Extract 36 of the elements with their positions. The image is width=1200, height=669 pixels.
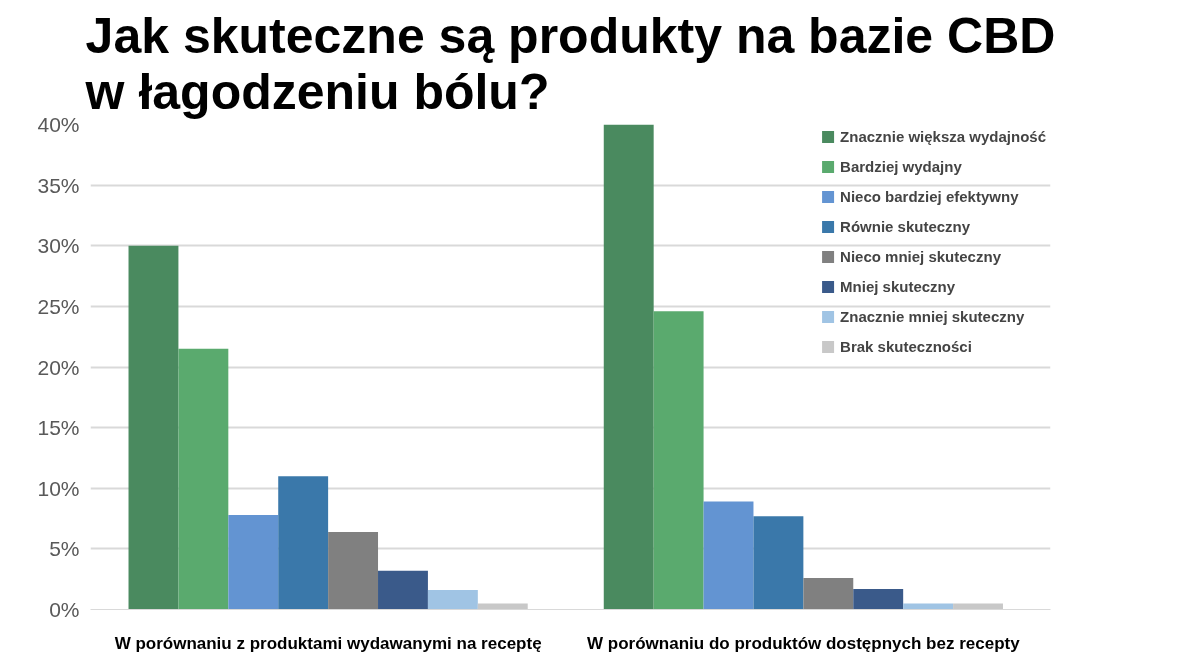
bar xyxy=(753,516,804,610)
bar xyxy=(853,588,904,610)
y-tick-label: 30% xyxy=(37,234,80,258)
bar xyxy=(278,476,329,610)
bar xyxy=(477,603,528,610)
bar xyxy=(603,124,654,610)
y-tick-label: 25% xyxy=(37,294,80,318)
bar xyxy=(228,514,279,610)
y-tick-label: 10% xyxy=(37,476,80,500)
y-tick-label: 5% xyxy=(49,537,80,561)
y-tick-label: 0% xyxy=(49,598,80,621)
y-tick-label: 20% xyxy=(37,355,80,379)
chart-title: Jak skuteczne są produkty na bazie CBD w łagodzeniu bólu? xyxy=(84,7,1056,120)
bar xyxy=(703,501,754,610)
legend-label: Bardziej wydajny xyxy=(840,158,962,175)
x-tick-label: W porównaniu z produktami wydawanymi na receptę xyxy=(114,633,542,653)
bar xyxy=(953,603,1003,610)
y-tick-label: 40% xyxy=(37,113,80,136)
legend-label: Znacznie większa wydajność xyxy=(840,128,1046,145)
legend-label: Znacznie mniej skuteczny xyxy=(840,308,1025,325)
bar xyxy=(653,311,704,610)
y-tick-label: 35% xyxy=(37,173,80,197)
bar xyxy=(178,348,229,610)
bar xyxy=(427,590,478,610)
legend-label: Brak skuteczności xyxy=(840,338,972,355)
legend-label: Nieco bardziej efektywny xyxy=(840,188,1019,205)
bar xyxy=(903,603,954,610)
legend-label: Nieco mniej skuteczny xyxy=(840,248,1001,265)
bar xyxy=(328,531,379,610)
bar xyxy=(378,570,428,610)
bar xyxy=(128,245,179,610)
legend-label: Mniej skuteczny xyxy=(840,278,956,295)
bar xyxy=(803,577,854,610)
legend-label: Równie skuteczny xyxy=(840,218,971,235)
x-tick-label: W porównaniu do produktów dostępnych bez recepty xyxy=(587,633,1021,653)
y-tick-label: 15% xyxy=(37,416,80,440)
